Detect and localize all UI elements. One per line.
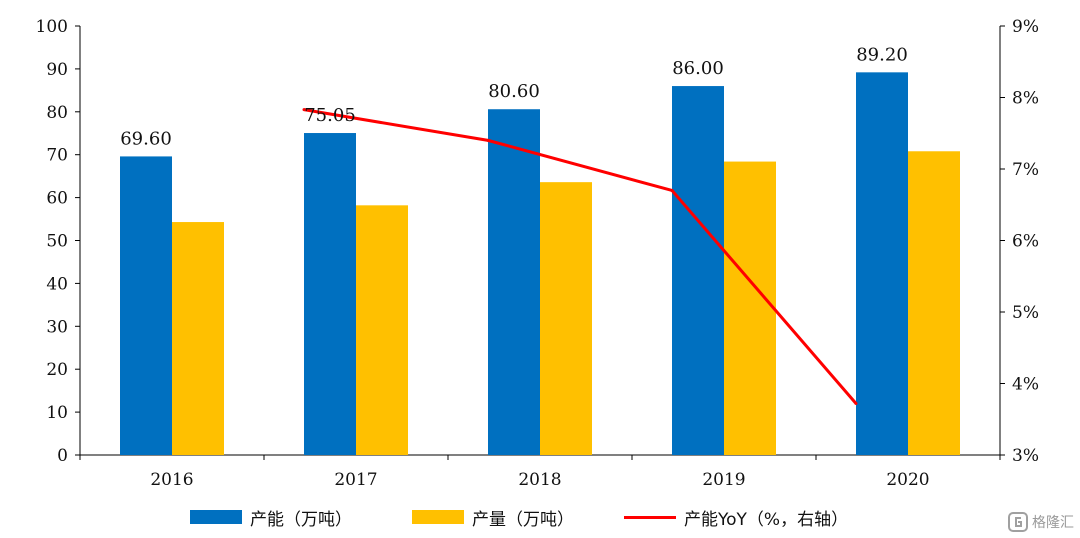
yoy-point	[486, 138, 490, 142]
right-tick-label: 7%	[1012, 160, 1039, 180]
left-tick-label: 80	[46, 103, 68, 123]
legend-swatch-output	[412, 510, 464, 524]
left-tick-label: 50	[46, 232, 68, 252]
legend-item-yoy: 产能YoY（%，右轴）	[624, 500, 848, 534]
bars	[120, 72, 960, 455]
watermark: 格隆汇	[1008, 512, 1074, 532]
x-tick-label: 2018	[518, 470, 561, 490]
watermark-logo-icon	[1008, 512, 1028, 532]
x-tick-label: 2017	[334, 470, 377, 490]
bar-output	[356, 205, 408, 455]
bar-output	[172, 222, 224, 455]
left-tick-label: 0	[57, 446, 68, 466]
legend: 产能（万吨） 产量（万吨） 产能YoY（%，右轴）	[0, 500, 1080, 534]
left-tick-label: 10	[46, 403, 68, 423]
left-tick-label: 40	[46, 274, 68, 294]
right-tick-label: 8%	[1012, 89, 1039, 109]
right-tick-label: 6%	[1012, 232, 1039, 252]
yoy-point	[302, 108, 306, 112]
left-tick-label: 60	[46, 189, 68, 209]
legend-label-yoy: 产能YoY（%，右轴）	[684, 509, 849, 530]
data-label-capacity: 80.60	[488, 81, 540, 102]
bar-output	[540, 182, 592, 455]
watermark-text: 格隆汇	[1032, 515, 1074, 531]
chart: 0 10 20 30 40 50 60 70 80 90 100 3% 4% 5% 6% 7% 8% 9% 2016…	[36, 17, 1039, 490]
yoy-line-group	[302, 108, 858, 406]
right-tick-label: 3%	[1012, 446, 1039, 466]
x-tick-label: 2019	[702, 470, 745, 490]
bar-output	[908, 151, 960, 455]
data-label-capacity: 86.00	[672, 58, 724, 79]
bar-capacity	[488, 109, 540, 455]
yoy-line	[303, 108, 858, 405]
bar-capacity	[120, 156, 172, 455]
data-labels: 69.60 75.05 80.60 86.00 89.20	[120, 44, 908, 149]
right-tick-label: 5%	[1012, 303, 1039, 323]
x-tick-label: 2020	[886, 470, 929, 490]
right-tick-label: 4%	[1012, 375, 1039, 395]
data-label-capacity: 69.60	[120, 128, 172, 149]
legend-item-capacity: 产能（万吨）	[190, 500, 352, 534]
bar-capacity	[856, 72, 908, 455]
legend-label-capacity: 产能（万吨）	[250, 509, 352, 530]
x-tick-label: 2016	[150, 470, 193, 490]
left-tick-label: 30	[46, 317, 68, 337]
legend-swatch-capacity	[190, 510, 242, 524]
left-tick-label: 70	[46, 146, 68, 166]
yoy-point	[670, 188, 674, 192]
axes: 0 10 20 30 40 50 60 70 80 90 100 3% 4% 5% 6% 7% 8% 9% 2016…	[36, 17, 1039, 490]
bar-capacity	[672, 86, 724, 455]
bar-capacity	[304, 133, 356, 455]
data-label-capacity: 89.20	[856, 44, 908, 65]
right-tick-label: 9%	[1012, 17, 1039, 37]
left-tick-label: 20	[46, 360, 68, 380]
data-label-capacity: 75.05	[304, 105, 356, 126]
left-tick-label: 90	[46, 60, 68, 80]
left-tick-label: 100	[36, 17, 68, 37]
legend-swatch-yoy	[624, 515, 676, 519]
yoy-point	[854, 402, 858, 406]
legend-label-output: 产量（万吨）	[472, 509, 574, 530]
bar-output	[724, 161, 776, 455]
legend-item-output: 产量（万吨）	[412, 500, 574, 534]
